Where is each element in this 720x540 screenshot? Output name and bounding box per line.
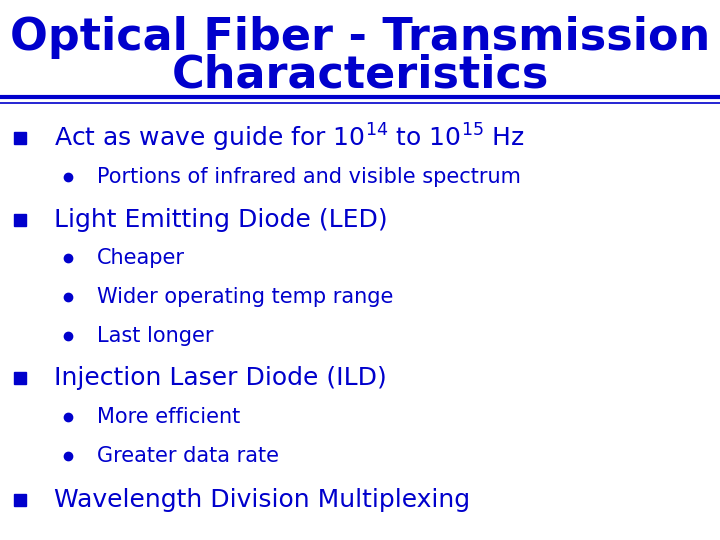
Text: Portions of infrared and visible spectrum: Portions of infrared and visible spectru… [97, 167, 521, 187]
Text: Last longer: Last longer [97, 326, 214, 346]
Text: Cheaper: Cheaper [97, 248, 185, 268]
Text: Act as wave guide for $10^{14}$ to $10^{15}$ Hz: Act as wave guide for $10^{14}$ to $10^{… [54, 122, 525, 154]
Text: More efficient: More efficient [97, 407, 240, 427]
Text: Light Emitting Diode (LED): Light Emitting Diode (LED) [54, 208, 387, 232]
Text: Optical Fiber - Transmission: Optical Fiber - Transmission [10, 16, 710, 59]
Text: Wider operating temp range: Wider operating temp range [97, 287, 394, 307]
Text: Injection Laser Diode (ILD): Injection Laser Diode (ILD) [54, 366, 387, 390]
Text: Wavelength Division Multiplexing: Wavelength Division Multiplexing [54, 488, 470, 511]
Text: Characteristics: Characteristics [171, 53, 549, 96]
Text: Greater data rate: Greater data rate [97, 446, 279, 466]
